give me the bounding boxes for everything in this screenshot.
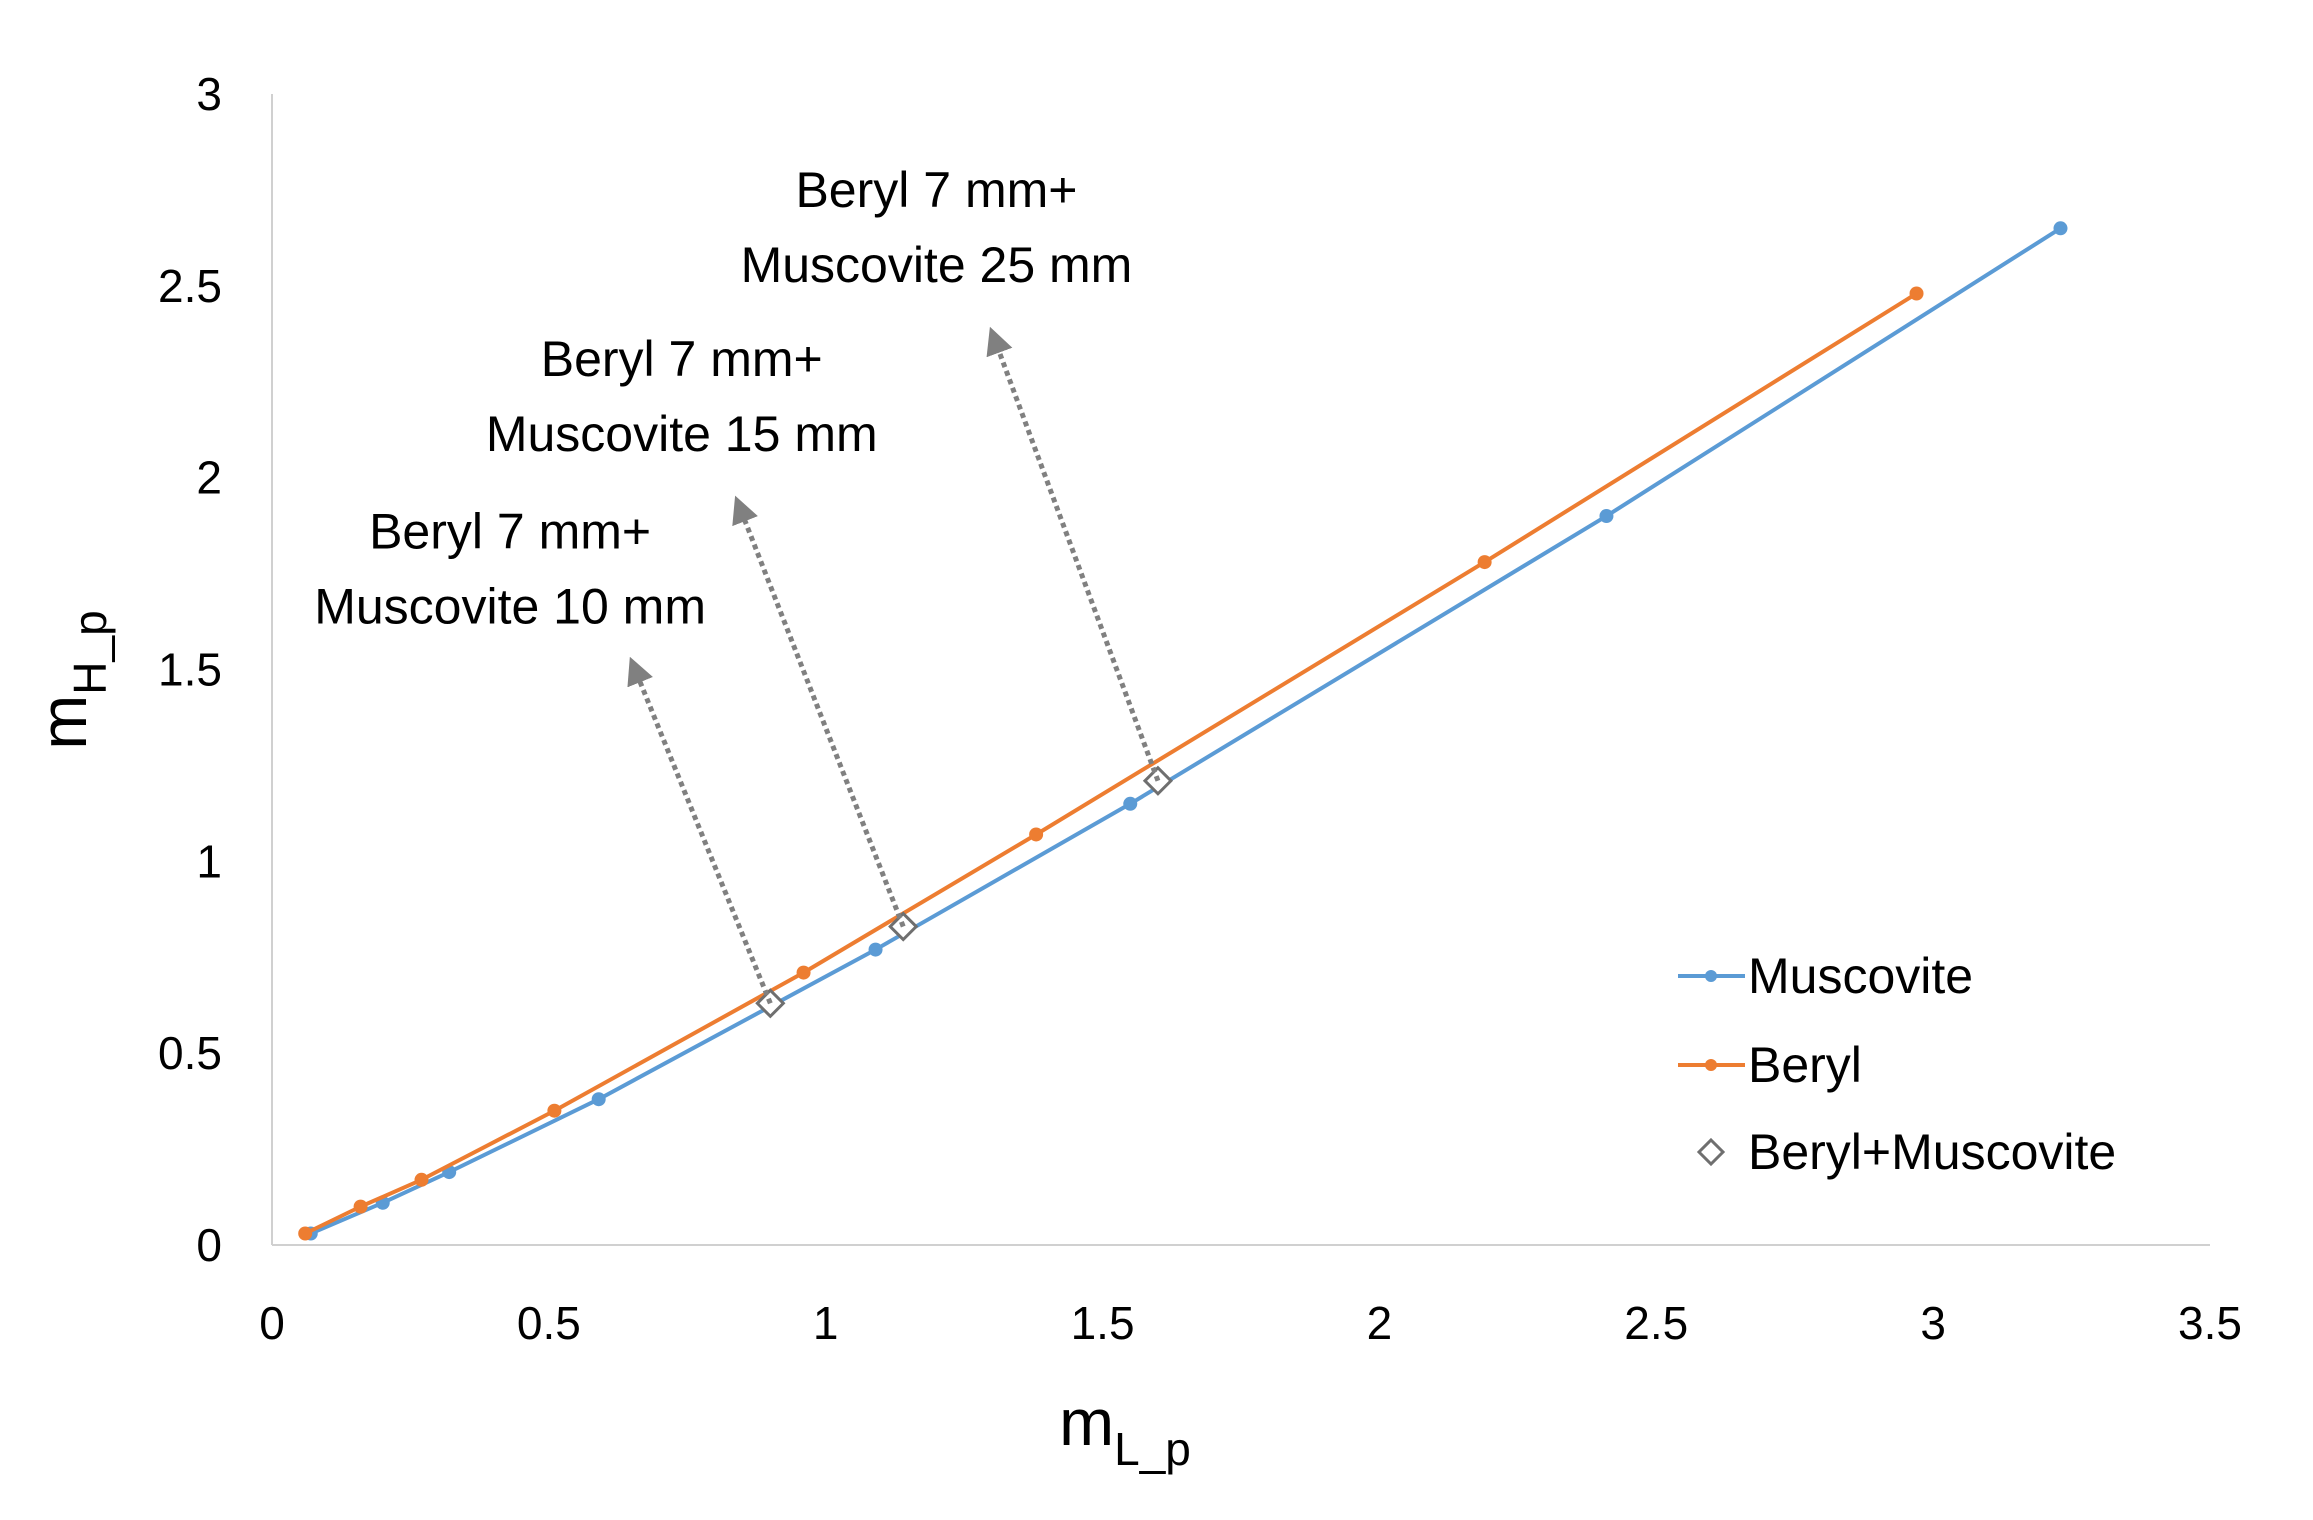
annotation-label-line: Beryl 7 mm+	[795, 162, 1077, 218]
x-tick-label: 1	[813, 1297, 839, 1349]
series-beryl	[298, 286, 1924, 1241]
legend-marker-muscovite	[1705, 970, 1717, 982]
annotation-arrow	[627, 656, 773, 1005]
y-tick-label: 0	[196, 1219, 222, 1271]
data-point-muscovite	[1123, 796, 1138, 811]
y-tick-label: 2.5	[158, 260, 222, 312]
legend-label-beryl: Beryl	[1748, 1037, 1862, 1093]
x-axis-label-main: m	[1059, 1385, 1114, 1459]
annotation-label-line: Muscovite 10 mm	[314, 578, 706, 634]
data-point-muscovite	[591, 1092, 606, 1107]
y-axis-label-main: m	[26, 695, 100, 750]
annotation-2: Beryl 7 mm+ Muscovite 15 mm	[486, 331, 906, 928]
annotation-1: Beryl 7 mm+ Muscovite 10 mm	[314, 503, 773, 1005]
x-tick-label: 0	[259, 1297, 285, 1349]
y-axis-label-subscript: H_p	[64, 610, 116, 694]
y-tick-label: 1.5	[158, 644, 222, 696]
x-tick-label: 0.5	[517, 1297, 581, 1349]
data-point-beryl	[1477, 555, 1492, 570]
x-tick-label: 2	[1367, 1297, 1393, 1349]
data-point-beryl	[298, 1226, 313, 1241]
annotation-3: Beryl 7 mm+ Muscovite 25 mm	[741, 162, 1161, 782]
x-tick-label: 3.5	[2178, 1297, 2242, 1349]
legend-item-muscovite: Muscovite	[1678, 948, 1973, 1004]
data-point-muscovite	[1599, 509, 1614, 524]
legend-item-beryl: Beryl	[1678, 1037, 1862, 1093]
data-point-beryl-muscovite	[888, 911, 919, 942]
data-point-beryl	[414, 1172, 429, 1187]
data-point-muscovite	[2053, 221, 2068, 236]
y-tick-label: 3	[196, 68, 222, 120]
x-axis-label: mL_p	[1059, 1385, 1191, 1475]
annotation-label-line: Beryl 7 mm+	[369, 503, 651, 559]
legend: Muscovite Beryl Beryl+Muscovite	[1678, 948, 2116, 1180]
data-point-beryl	[353, 1199, 368, 1214]
x-tick-label: 1.5	[1071, 1297, 1135, 1349]
y-tick-label: 0.5	[158, 1027, 222, 1079]
x-tick-label: 3	[1920, 1297, 1946, 1349]
plot-area	[298, 221, 2068, 1241]
data-point-beryl	[1029, 827, 1044, 842]
y-tick-label: 1	[196, 835, 222, 887]
annotation-label-line: Muscovite 25 mm	[741, 237, 1133, 293]
y-tick-labels: 0 0.5 1 1.5 2 2.5 3	[158, 68, 222, 1271]
data-point-beryl	[796, 965, 811, 980]
annotations: Beryl 7 mm+ Muscovite 10 mm Beryl 7 mm+ Mus…	[314, 162, 1161, 1005]
data-point-muscovite	[868, 942, 883, 957]
legend-marker-beryl	[1705, 1059, 1717, 1071]
data-point-beryl-muscovite	[755, 988, 786, 1019]
x-tick-label: 2.5	[1624, 1297, 1688, 1349]
legend-marker-beryl-muscovite	[1696, 1137, 1726, 1167]
y-axis-label: mH_p	[26, 610, 116, 749]
annotation-arrow	[986, 326, 1161, 782]
series-line-muscovite	[309, 226, 2062, 1236]
data-point-beryl	[1909, 286, 1924, 301]
x-tick-labels: 0 0.5 1 1.5 2 2.5 3 3.5	[259, 1297, 2242, 1349]
legend-label-muscovite: Muscovite	[1748, 948, 1973, 1004]
legend-item-beryl-muscovite: Beryl+Muscovite	[1696, 1124, 2116, 1180]
data-point-beryl	[547, 1103, 562, 1118]
series-line-beryl	[304, 291, 1918, 1236]
annotation-label-line: Beryl 7 mm+	[541, 331, 823, 387]
x-axis-label-subscript: L_p	[1114, 1423, 1191, 1475]
annotation-label-line: Muscovite 15 mm	[486, 406, 878, 462]
y-tick-label: 2	[196, 452, 222, 504]
legend-label-beryl-muscovite: Beryl+Muscovite	[1748, 1124, 2116, 1180]
annotation-arrow	[732, 495, 906, 928]
